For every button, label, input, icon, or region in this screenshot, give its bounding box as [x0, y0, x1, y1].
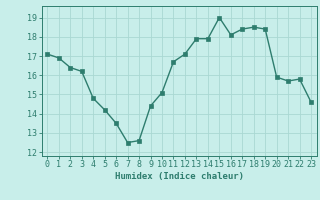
X-axis label: Humidex (Indice chaleur): Humidex (Indice chaleur) — [115, 172, 244, 181]
